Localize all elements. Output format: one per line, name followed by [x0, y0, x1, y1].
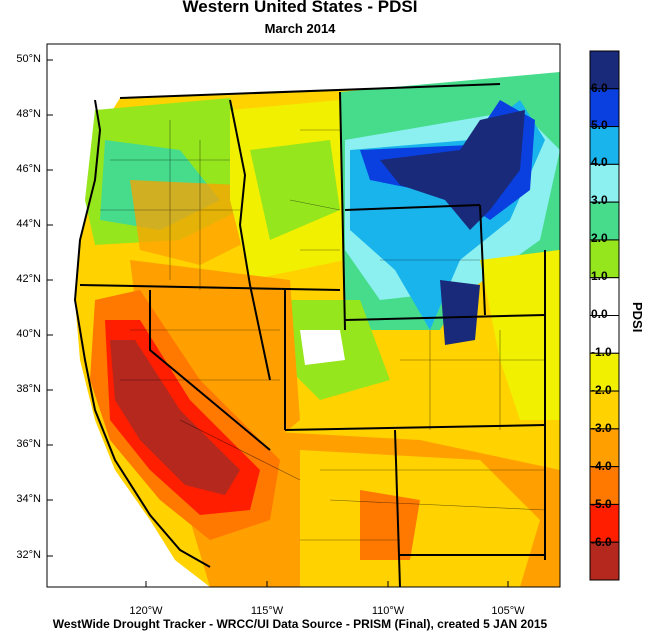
- legend-tick-label: -2.0: [591, 383, 612, 397]
- lon-label: 120°W: [129, 605, 163, 617]
- legend-tick-label: 2.0: [591, 231, 608, 245]
- map-frame: [46, 43, 561, 588]
- legend-title: PDSI: [630, 302, 645, 333]
- legend-color-box: [589, 428, 620, 468]
- lat-label: 48°N: [16, 108, 41, 120]
- region-colorado-navy: [440, 280, 480, 345]
- legend-color-box: [589, 541, 620, 581]
- legend-tick-label: 0.0: [591, 307, 608, 321]
- region-az-darkorange: [360, 490, 420, 560]
- map-title: Western United States - PDSI: [182, 0, 418, 16]
- legend-color-box: [589, 126, 620, 165]
- legend-tick-label: -4.0: [591, 459, 612, 473]
- legend-color-box: [589, 503, 620, 543]
- region-cal-brown: [110, 340, 240, 495]
- region-montana-navy: [380, 110, 525, 230]
- legend-color-box: [589, 163, 620, 203]
- lon-label: 105°W: [491, 605, 525, 617]
- region-oregon-orange: [130, 180, 250, 265]
- lat-label: 34°N: [16, 493, 41, 505]
- lon-label: 115°W: [250, 605, 284, 617]
- map-subtitle: March 2014: [264, 21, 336, 36]
- legend-colorbar: [589, 50, 620, 581]
- lat-label: 40°N: [16, 328, 41, 340]
- region-plains-yellow: [480, 250, 560, 420]
- legend-color-box: [589, 352, 620, 392]
- lat-label: 42°N: [16, 273, 41, 285]
- legend-tick-label: -6.0: [591, 535, 612, 549]
- legend-tick-label: 6.0: [591, 81, 608, 95]
- legend-tick-label: 1.0: [591, 269, 608, 283]
- lon-label: 110°W: [371, 605, 405, 617]
- legend-tick-label: -3.0: [591, 421, 612, 435]
- state-borders: [73, 83, 546, 587]
- legend-color-box: [589, 466, 620, 505]
- legend-color-box: [589, 390, 620, 430]
- lat-label: 44°N: [16, 218, 41, 230]
- region-utah-white: [300, 330, 345, 365]
- axis-ticks: [47, 59, 509, 587]
- legend-tick-label: 5.0: [591, 118, 608, 132]
- lat-label: 38°N: [16, 383, 41, 395]
- lat-label: 46°N: [16, 163, 41, 175]
- legend-tick-label: 3.0: [591, 193, 608, 207]
- lat-label: 36°N: [16, 438, 41, 450]
- lat-label: 32°N: [16, 549, 41, 561]
- region-idaho-green: [250, 140, 340, 240]
- footer-credits: WestWide Drought Tracker - WRCC/UI Data …: [52, 617, 548, 631]
- legend-tick-label: -1.0: [591, 345, 612, 359]
- legend-tick-label: -5.0: [591, 497, 612, 511]
- county-borders: [100, 120, 546, 541]
- lat-label: 50°N: [16, 53, 41, 65]
- legend-tick-label: 4.0: [591, 155, 608, 169]
